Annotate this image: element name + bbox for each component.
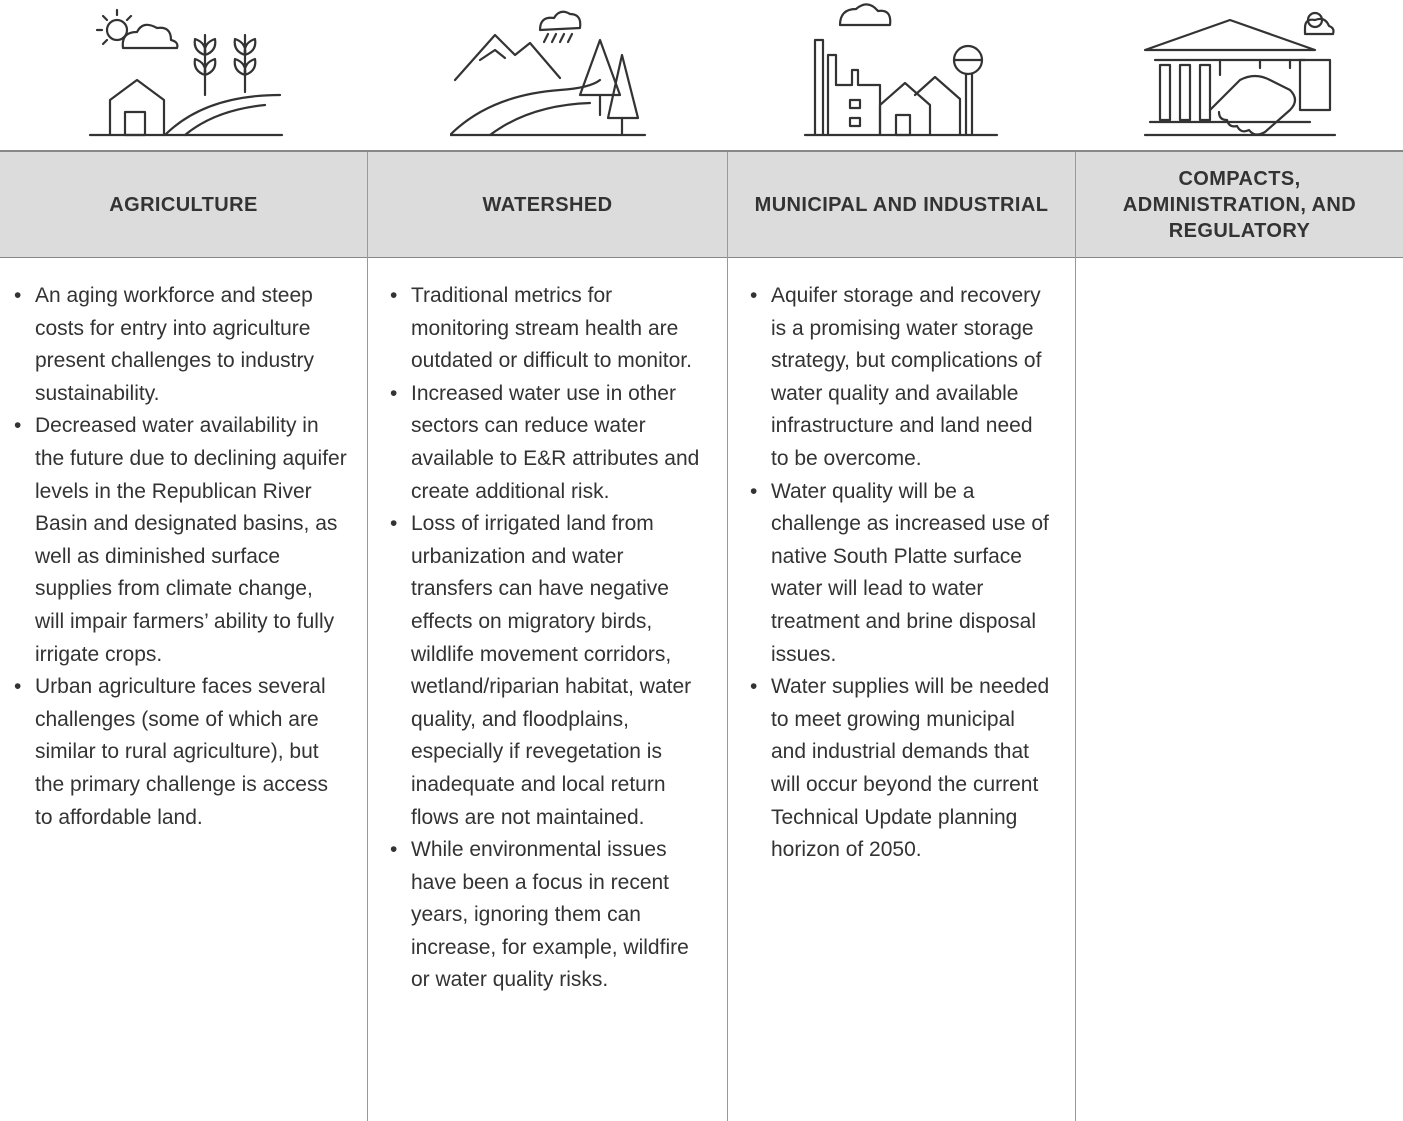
- bullet-item: Traditional metrics for monitoring strea…: [390, 280, 705, 378]
- bullet-item: Water quality will be a challenge as inc…: [750, 476, 1053, 672]
- compacts-icon: [1143, 11, 1337, 137]
- column: WATERSHED Traditional metrics for monitor…: [367, 152, 727, 1121]
- column: COMPACTS, ADMINISTRATION, AND REGULATORY: [1075, 152, 1403, 1121]
- column-header: AGRICULTURE: [0, 152, 367, 258]
- bullet-list: Traditional metrics for monitoring strea…: [368, 258, 727, 997]
- bullet-item: Water supplies will be needed to meet gr…: [750, 671, 1053, 867]
- column-header: COMPACTS, ADMINISTRATION, AND REGULATORY: [1076, 152, 1403, 258]
- bullet-item: Loss of irrigated land from urbanization…: [390, 508, 705, 834]
- icon-row: [0, 0, 1403, 150]
- bullet-list: An aging workforce and steep costs for e…: [0, 258, 367, 834]
- bullet-item: Increased water use in other sectors can…: [390, 378, 705, 508]
- column: MUNICIPAL AND INDUSTRIAL Aquifer storage …: [727, 152, 1075, 1121]
- agriculture-icon: [88, 8, 284, 137]
- column: AGRICULTURE An aging workforce and steep …: [0, 152, 367, 1121]
- bullet-item: Aquifer storage and recovery is a promis…: [750, 280, 1053, 476]
- column-header: WATERSHED: [368, 152, 727, 258]
- bullet-item: While environmental issues have been a f…: [390, 834, 705, 997]
- municipal-icon: [803, 3, 999, 137]
- column-header: MUNICIPAL AND INDUSTRIAL: [728, 152, 1075, 258]
- bullet-item: Decreased water availability in the futu…: [14, 410, 347, 671]
- bullet-item: Urban agriculture faces several challeng…: [14, 671, 347, 834]
- sector-table: AGRICULTURE An aging workforce and steep …: [0, 150, 1403, 1121]
- bullet-list: Aquifer storage and recovery is a promis…: [728, 258, 1075, 867]
- bullet-list: [1076, 258, 1403, 280]
- watershed-icon: [450, 10, 647, 137]
- bullet-item: An aging workforce and steep costs for e…: [14, 280, 347, 410]
